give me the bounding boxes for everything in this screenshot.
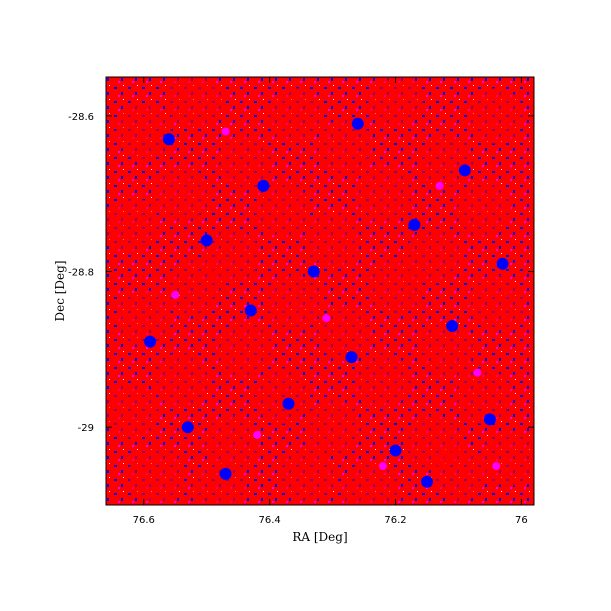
data-point <box>483 413 496 426</box>
data-point <box>244 304 257 317</box>
data-point <box>430 445 487 502</box>
data-point <box>203 414 260 471</box>
data-point <box>253 431 262 439</box>
y-tick-label: -29 <box>78 423 94 434</box>
data-point <box>221 127 230 136</box>
plot-area <box>106 77 534 505</box>
x-tick-label: 76 <box>515 515 528 526</box>
data-point <box>282 397 295 410</box>
y-axis-label: Dec [Deg] <box>53 260 67 321</box>
data-point <box>171 290 180 299</box>
data-point <box>367 77 424 129</box>
y-axis: -28.6 -28.8 -29 <box>68 112 534 434</box>
x-tick-label: 76.4 <box>259 515 281 526</box>
data-point <box>254 181 311 238</box>
data-point <box>468 87 525 144</box>
x-tick-label: 76.6 <box>133 515 155 526</box>
data-point <box>153 165 210 222</box>
data-point <box>417 134 474 191</box>
y-tick-label: -28.6 <box>68 112 94 123</box>
data-point <box>216 321 273 378</box>
data-point <box>191 461 248 505</box>
data-point <box>354 352 411 409</box>
data-point <box>468 274 525 331</box>
data-point <box>106 383 160 440</box>
data-point <box>115 290 172 347</box>
data-point <box>342 461 399 505</box>
data-point <box>162 133 175 146</box>
data-point <box>203 228 260 284</box>
data-point <box>304 399 361 456</box>
data-point <box>367 259 424 316</box>
data-point <box>473 368 482 377</box>
data-point <box>216 134 273 191</box>
data-point <box>408 218 421 231</box>
data-point <box>480 430 534 487</box>
data-point <box>435 181 444 190</box>
data-marks <box>106 77 534 505</box>
data-point <box>354 165 411 222</box>
plot-frame <box>105 76 535 506</box>
data-point <box>455 368 512 425</box>
x-axis: 76.6 76.4 76.2 76 <box>133 77 528 526</box>
y-tick-label: -28.8 <box>68 268 94 279</box>
data-point <box>304 212 361 269</box>
data-point <box>153 352 210 409</box>
data-point <box>115 103 172 160</box>
series-0 <box>106 77 534 505</box>
data-point <box>219 467 232 480</box>
data-point <box>417 321 474 378</box>
data-point <box>492 462 501 471</box>
data-point <box>307 265 320 278</box>
data-point <box>455 181 512 238</box>
data-point <box>345 351 358 364</box>
data-point <box>421 475 433 488</box>
data-point <box>378 462 387 471</box>
data-point <box>496 257 509 270</box>
data-point <box>128 445 185 502</box>
data-point <box>351 117 364 130</box>
data-point <box>405 228 462 284</box>
data-point <box>317 305 374 362</box>
data-point <box>181 421 194 434</box>
series-2 <box>171 127 501 471</box>
data-point <box>106 196 160 253</box>
data-point <box>458 164 471 177</box>
data-point <box>322 314 331 323</box>
data-point <box>389 444 402 457</box>
x-axis-label: RA [Deg] <box>292 530 347 544</box>
data-point <box>279 445 336 502</box>
data-point <box>166 259 223 316</box>
data-point <box>166 77 223 129</box>
data-point <box>144 335 157 348</box>
data-point <box>257 179 270 192</box>
data-point <box>266 87 323 144</box>
series-1 <box>144 117 509 488</box>
data-point <box>317 119 374 175</box>
data-point <box>266 274 323 331</box>
data-point <box>446 320 459 332</box>
data-point <box>200 234 213 247</box>
data-point <box>254 368 311 425</box>
x-tick-label: 76.2 <box>384 515 406 526</box>
